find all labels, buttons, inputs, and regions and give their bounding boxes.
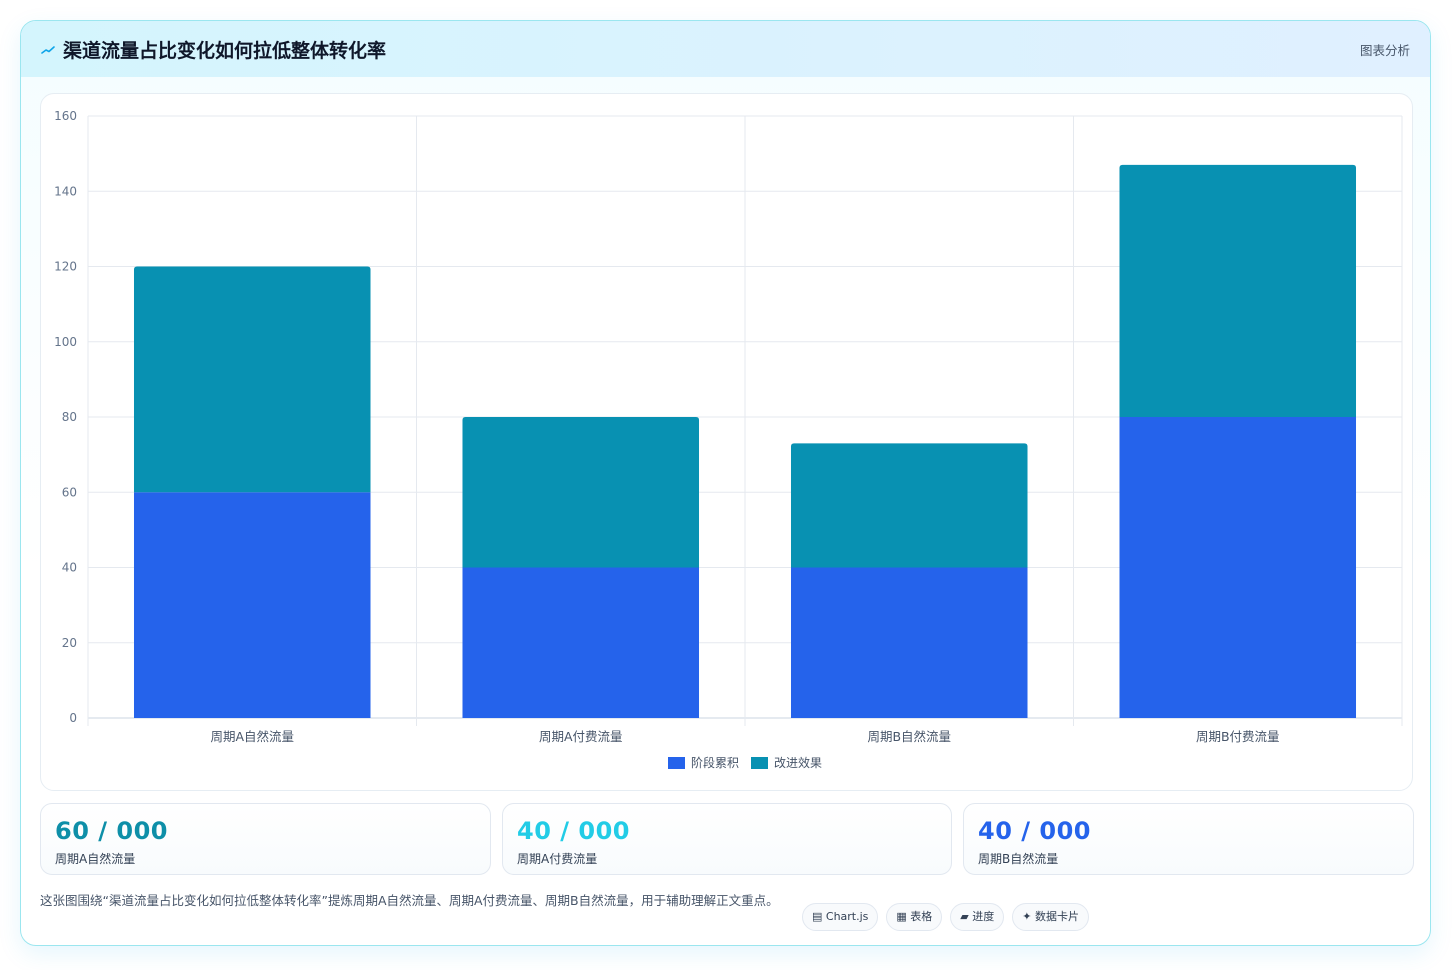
stat-label: 周期B自然流量 (978, 852, 1059, 866)
chart-title: 渠道流量占比变化如何拉低整体转化率 (63, 39, 387, 62)
chart-card: 渠道流量占比变化如何拉低整体转化率 图表分析 0 20 40 60 80 100 120 14… (20, 20, 1431, 946)
stat-card-3: 40 / 000 周期B自然流量 (963, 803, 1414, 875)
x-tick-label: 周期B自然流量 (867, 729, 951, 744)
chart-analysis-button[interactable]: 图表分析 (1359, 42, 1410, 58)
bar-2 (462, 417, 700, 568)
x-tick-label: 周期B付费流量 (1196, 729, 1280, 744)
stat-card-2: 40 / 000 周期A付费流量 (502, 803, 952, 875)
bar-2 (790, 443, 1028, 568)
y-tick-label: 120 (54, 260, 77, 274)
y-tick-label: 100 (54, 335, 77, 349)
x-tick-label: 周期A自然流量 (210, 729, 294, 744)
stat-value: 60 / 000 (55, 817, 168, 845)
bar-1 (790, 567, 1028, 718)
tag-chartjs[interactable]: ▤ Chart.js (802, 903, 879, 931)
legend-label: 改进效果 (774, 755, 822, 770)
tag-list: ▤ Chart.js ▦ 表格 ▰ 进度 ✦ 数据卡片 (802, 903, 1089, 931)
legend-label: 阶段累积 (691, 755, 739, 770)
chart-description: 这张图围绕“渠道流量占比变化如何拉低整体转化率”提炼周期A自然流量、周期A付费流… (40, 893, 779, 908)
legend-swatch (668, 757, 685, 769)
x-tick-label: 周期A付费流量 (539, 729, 623, 744)
bar-2 (1119, 164, 1357, 417)
tag-data-card[interactable]: ✦ 数据卡片 (1012, 903, 1089, 931)
stacked-bar-chart: 0 20 40 60 80 100 120 140 160 周期A自然流量 周期A付费流量 周期B自然… (54, 109, 1403, 770)
card-header: 渠道流量占比变化如何拉低整体转化率 图表分析 (21, 21, 1430, 77)
legend-swatch (751, 757, 768, 769)
y-tick-label: 60 (62, 485, 77, 499)
y-tick-label: 40 (62, 561, 77, 575)
stat-label: 周期A自然流量 (55, 852, 136, 866)
y-tick-label: 160 (54, 109, 77, 123)
tag-progress[interactable]: ▰ 进度 (950, 903, 1005, 931)
bar-1 (462, 567, 700, 718)
y-tick-label: 80 (62, 410, 77, 424)
bar-1 (1119, 417, 1357, 718)
tag-table[interactable]: ▦ 表格 (886, 903, 943, 931)
stat-value: 40 / 000 (978, 817, 1091, 845)
stat-card-1: 60 / 000 周期A自然流量 (40, 803, 491, 875)
chart-panel: 0 20 40 60 80 100 120 140 160 周期A自然流量 周期A付费流量 周期B自然… (40, 93, 1413, 791)
stat-label: 周期A付费流量 (517, 852, 598, 866)
bar-1 (133, 492, 371, 718)
bar-2 (133, 266, 371, 493)
stat-value: 40 / 000 (517, 817, 630, 845)
y-tick-label: 140 (54, 184, 77, 198)
trend-line-icon (41, 46, 55, 54)
y-tick-label: 0 (69, 711, 77, 725)
y-tick-label: 20 (62, 636, 77, 650)
